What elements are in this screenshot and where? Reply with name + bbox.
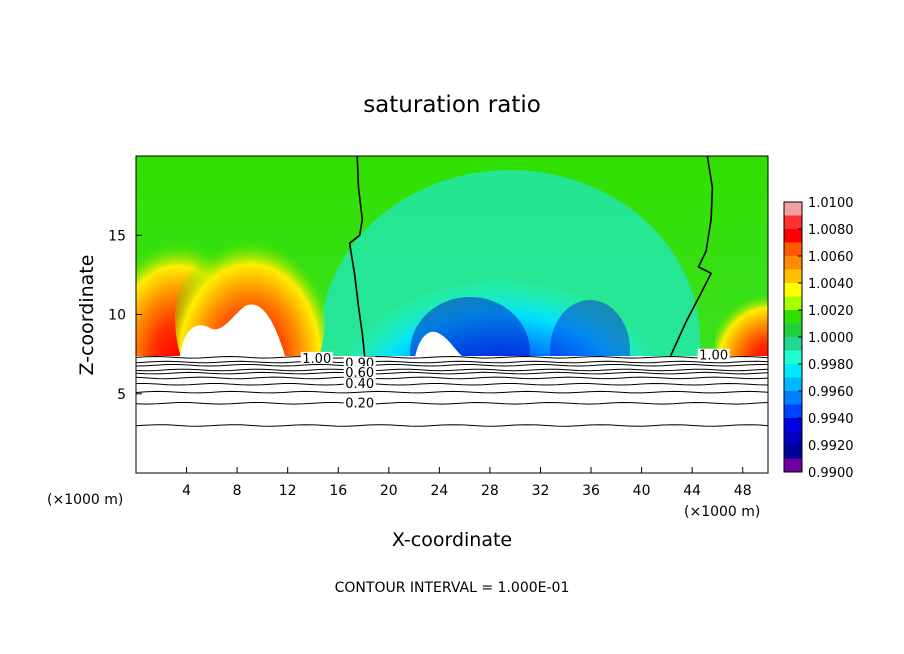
contour-lines (136, 355, 768, 427)
colorbar-label: 1.0000 (808, 331, 854, 346)
colorbar-swatch (784, 242, 802, 257)
colorbar-swatch (784, 364, 802, 378)
contour-line (136, 390, 768, 394)
contour-interval-note: CONTOUR INTERVAL = 1.000E-01 (335, 580, 570, 596)
x-tick-label: 48 (734, 483, 752, 499)
colorbar-label: 0.9960 (808, 385, 854, 400)
contour-line (136, 382, 768, 386)
contour-label-bg (343, 366, 376, 378)
colorbar-swatch (784, 283, 802, 297)
x-tick-label: 20 (380, 483, 398, 499)
colorbar-label: 1.0100 (808, 196, 854, 211)
x-axis-ticks: 4 8 12 16 20 24 28 32 36 40 44 48 (182, 467, 752, 499)
contour-label: 0.20 (345, 396, 374, 411)
contour-line (136, 376, 768, 380)
contour-label: 1.00 (302, 352, 331, 367)
colorbar-swatch (784, 296, 802, 311)
contour-label-bg (697, 348, 730, 360)
contour-line (136, 401, 768, 405)
colorbar-swatch (784, 404, 802, 419)
colorbar-label: 1.0080 (808, 223, 854, 238)
colorbar-swatch (784, 337, 802, 351)
colorbar-swatch (784, 418, 802, 432)
contour-label-bg (343, 356, 376, 368)
colorbar-swatch (784, 323, 802, 338)
boundary-line-left (348, 156, 366, 358)
colorbar-labels: 1.0100 1.0080 1.0060 1.0040 1.0020 1.0000 0.99… (798, 196, 854, 481)
colorbar-swatch (784, 310, 802, 324)
colorbar-label: 1.0060 (808, 250, 854, 265)
colorbar-swatch (784, 377, 802, 392)
plot-area: 1.00 0.900.600.400.201.00 (136, 156, 768, 473)
colorbar-label: 1.0040 (808, 277, 854, 292)
x-tick-label: 8 (233, 483, 242, 499)
y-tick-label: 10 (108, 308, 126, 324)
contour-label-bg (343, 396, 376, 408)
contour-line (136, 364, 768, 367)
colorbar-swatch (784, 256, 802, 270)
colorbar-swatch (784, 445, 802, 459)
chart-title: saturation ratio (363, 92, 541, 118)
contour-line (136, 360, 768, 364)
contour-line (136, 371, 768, 375)
x-tick-label: 24 (430, 483, 448, 499)
contour-line (136, 424, 768, 427)
colorbar-swatch (784, 391, 802, 405)
saturation-boundaries (348, 156, 714, 358)
x-tick-label: 28 (481, 483, 499, 499)
x-tick-label: 36 (582, 483, 600, 499)
x-tick-label: 44 (683, 483, 701, 499)
colorbar-label: 0.9940 (808, 412, 854, 427)
boundary-line-right (669, 156, 714, 357)
x-unit-left: (×1000 m) (47, 492, 123, 508)
colorbar-swatch (784, 202, 802, 216)
colorbar-label: 0.9980 (808, 358, 854, 373)
x-tick-label: 32 (532, 483, 550, 499)
colorbar-label: 0.9900 (808, 466, 854, 481)
contour-labels: 1.00 0.900.600.400.201.00 (300, 348, 730, 411)
x-unit-right: (×1000 m) (684, 504, 760, 520)
colorbar-swatch (784, 431, 802, 446)
colorbar-label: 1.0020 (808, 304, 854, 319)
colorbar-swatch (784, 269, 802, 284)
lower-region (136, 356, 768, 473)
colorbar-swatch (784, 229, 802, 243)
contour-label: 1.00 (699, 349, 728, 364)
unsaturated-pocket-mid (415, 331, 462, 358)
x-tick-label: 4 (182, 483, 191, 499)
contour-label: 0.40 (345, 377, 374, 392)
unsaturated-pocket-left (180, 304, 285, 356)
x-tick-label: 12 (279, 483, 297, 499)
contour-label-bg (343, 377, 376, 389)
colorbar (783, 201, 803, 473)
y-tick-label: 15 (108, 228, 126, 244)
y-tick-label: 5 (117, 387, 126, 403)
x-axis-label: X-coordinate (392, 529, 512, 551)
colorbar-swatch (784, 350, 802, 365)
colorbar-swatch (784, 215, 802, 230)
contour-line (136, 368, 768, 372)
colorbar-swatch (784, 458, 802, 473)
x-tick-label: 40 (633, 483, 651, 499)
y-axis-label: Z-coordinate (76, 255, 98, 376)
contour-line (136, 355, 768, 359)
colorbar-label: 0.9920 (808, 439, 854, 454)
y-axis-ticks: 5 10 15 (108, 228, 142, 403)
x-tick-label: 16 (329, 483, 347, 499)
contour-label-bg (300, 351, 333, 363)
